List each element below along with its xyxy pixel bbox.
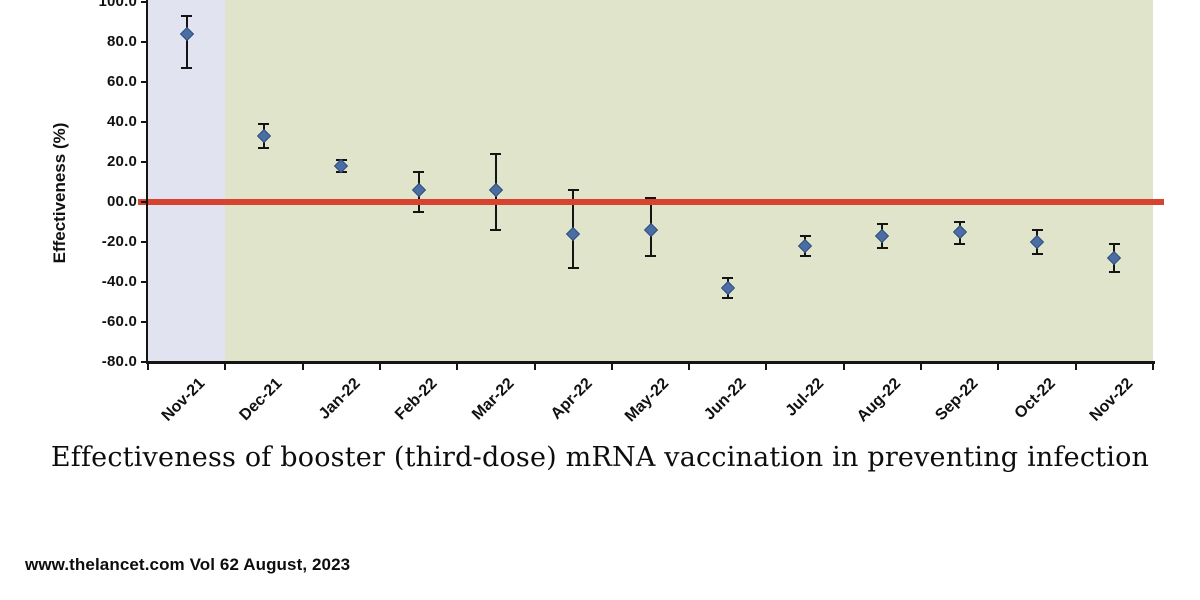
error-bar-cap-bottom — [413, 211, 425, 213]
error-bar-cap-top — [567, 189, 579, 191]
error-bar-cap-bottom — [181, 67, 193, 69]
x-axis-tick-label: May-22 — [622, 375, 673, 426]
x-axis — [146, 361, 1155, 364]
x-axis-tick — [301, 364, 304, 370]
x-axis-tick — [224, 364, 227, 370]
y-axis-tick — [141, 201, 147, 203]
y-axis-tick — [141, 361, 147, 363]
x-axis-tick — [920, 364, 923, 370]
error-bar-cap-top — [258, 123, 270, 125]
y-axis-tick-label: -20.0 — [101, 233, 137, 250]
x-axis-tick — [842, 364, 845, 370]
journal-footer: www.thelancet.com Vol 62 August, 2023 — [25, 555, 351, 574]
x-axis-tick-label: Jun-22 — [701, 375, 750, 424]
error-bar-cap-top — [181, 15, 193, 17]
y-axis-tick-label: -60.0 — [101, 313, 137, 330]
y-axis-tick-label: 20.0 — [107, 153, 137, 170]
x-axis-tick-label: Mar-22 — [469, 375, 518, 424]
y-axis-tick — [141, 161, 147, 163]
x-axis-tick — [997, 364, 1000, 370]
y-axis-tick — [141, 41, 147, 43]
plot-area-background — [148, 0, 1153, 363]
x-axis-tick — [456, 364, 459, 370]
x-axis-tick — [765, 364, 768, 370]
error-bar-cap-top — [1108, 243, 1120, 245]
error-bar-cap-top — [876, 223, 888, 225]
x-axis-tick-label: Jan-22 — [315, 375, 364, 423]
y-axis-tick — [141, 321, 147, 323]
x-axis-tick-label: Aug-22 — [854, 375, 905, 426]
y-axis-tick-label: 40.0 — [107, 113, 137, 130]
x-axis-tick — [147, 364, 149, 370]
x-axis-tick-label: Oct-22 — [1011, 375, 1060, 423]
y-axis-tick-label: 100.0 — [98, 0, 137, 10]
error-bar-cap-bottom — [645, 255, 656, 257]
error-bar — [185, 16, 188, 68]
error-bar-cap-bottom — [258, 147, 270, 149]
y-axis-tick-label: 80.0 — [107, 33, 137, 50]
x-axis-tick-label: Dec-21 — [236, 375, 286, 425]
error-bar-cap-bottom — [490, 229, 502, 231]
x-axis-tick-label: Nov-22 — [1086, 375, 1137, 425]
error-bar-cap-bottom — [799, 255, 811, 257]
error-bar-cap-top — [954, 221, 966, 223]
effectiveness-chart: Effectiveness (%) 100.0 80.0 60.0 40.0 20.0 0… — [50, 0, 1164, 426]
x-axis-tick — [1074, 364, 1077, 370]
error-bar-cap-top — [645, 197, 656, 199]
error-bar-cap-bottom — [876, 247, 888, 249]
zero-reference-line — [138, 199, 1164, 205]
y-axis-tick-label: 00.0 — [107, 193, 137, 210]
error-bar-cap-bottom — [1031, 253, 1043, 255]
y-axis — [146, 0, 148, 364]
y-axis-title: Effectiveness (%) — [50, 122, 69, 264]
error-bar-cap-bottom — [954, 243, 966, 245]
error-bar-cap-top — [799, 235, 811, 237]
y-axis-tick — [141, 81, 147, 83]
error-bar-cap-bottom — [567, 267, 579, 269]
y-axis-tick — [141, 241, 147, 243]
x-axis-tick-label: Sep-22 — [932, 375, 982, 425]
y-axis-tick — [141, 281, 147, 283]
x-axis-tick-label: Feb-22 — [392, 375, 441, 424]
error-bar-cap-top — [490, 153, 502, 155]
error-bar-cap-bottom — [1108, 271, 1120, 273]
error-bar-cap-top — [413, 171, 425, 173]
x-axis-tick-label: Nov-21 — [158, 375, 209, 425]
y-axis-tick-label: -80.0 — [101, 353, 137, 370]
x-axis-tick-label: Jul-22 — [782, 375, 828, 420]
x-axis-tick — [533, 364, 536, 370]
error-bar-cap-top — [1031, 229, 1043, 231]
y-axis-tick-label: 60.0 — [107, 73, 137, 90]
x-axis-tick — [688, 364, 691, 370]
x-axis-tick — [610, 364, 613, 370]
x-axis-tick-label: Apr-22 — [547, 375, 596, 423]
error-bar-cap-bottom — [722, 297, 734, 299]
y-axis-tick — [141, 121, 147, 123]
y-axis-tick — [141, 1, 147, 3]
x-axis-tick — [1152, 364, 1154, 370]
error-bar-cap-top — [722, 277, 734, 279]
chart-title: Effectiveness of booster (third-dose) mR… — [50, 442, 1150, 473]
y-axis-tick-label: -40.0 — [101, 273, 137, 290]
x-axis-tick — [378, 364, 381, 370]
